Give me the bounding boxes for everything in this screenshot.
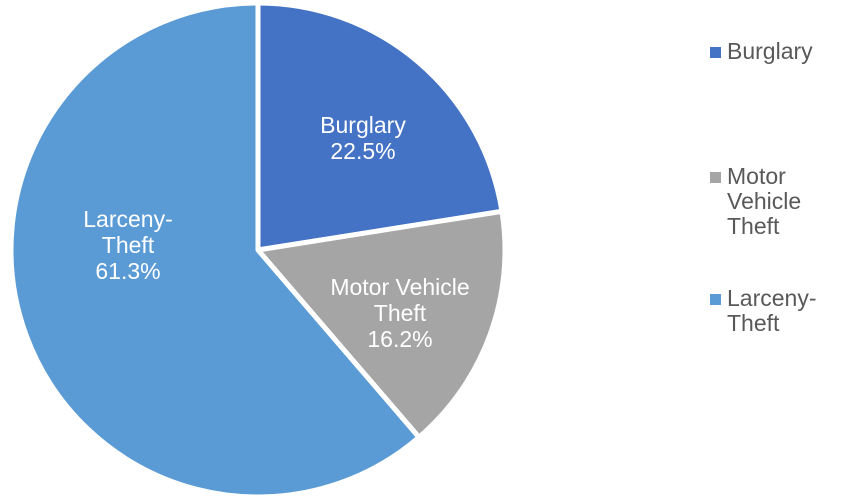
data-label-line: 22.5% (330, 138, 395, 164)
data-label-larceny-theft: Larceny-Theft 61.3% (83, 206, 172, 284)
pie-slice-larceny-theft (8, 0, 422, 498)
legend-label: Motor Vehicle Theft (727, 163, 802, 239)
data-label-line: 61.3% (95, 258, 160, 284)
data-label-line: Theft (374, 300, 427, 326)
legend-swatch (710, 294, 721, 305)
data-label-line: Theft (102, 232, 155, 258)
legend-item-motor-vehicle-theft: Motor Vehicle Theft (710, 164, 857, 239)
data-label-line: Burglary (320, 112, 406, 138)
data-label-line: 16.2% (367, 326, 432, 352)
data-label-burglary: Burglary 22.5% (320, 112, 406, 164)
legend-label: Burglary (727, 38, 813, 64)
pie-slice-burglary (255, 0, 505, 253)
legend-label: Larceny- Theft (727, 285, 817, 336)
pie-slice-motor-vehicle-theft (255, 208, 508, 440)
legend-swatch (710, 172, 721, 183)
legend-item-burglary: Burglary (710, 39, 857, 64)
legend-swatch (710, 47, 721, 58)
legend-item-larceny-theft: Larceny- Theft (710, 286, 857, 336)
data-label-line: Larceny- (83, 206, 172, 232)
data-label-line: Motor Vehicle (330, 274, 469, 300)
data-label-motor-vehicle-theft: Motor Vehicle Theft 16.2% (330, 274, 469, 352)
